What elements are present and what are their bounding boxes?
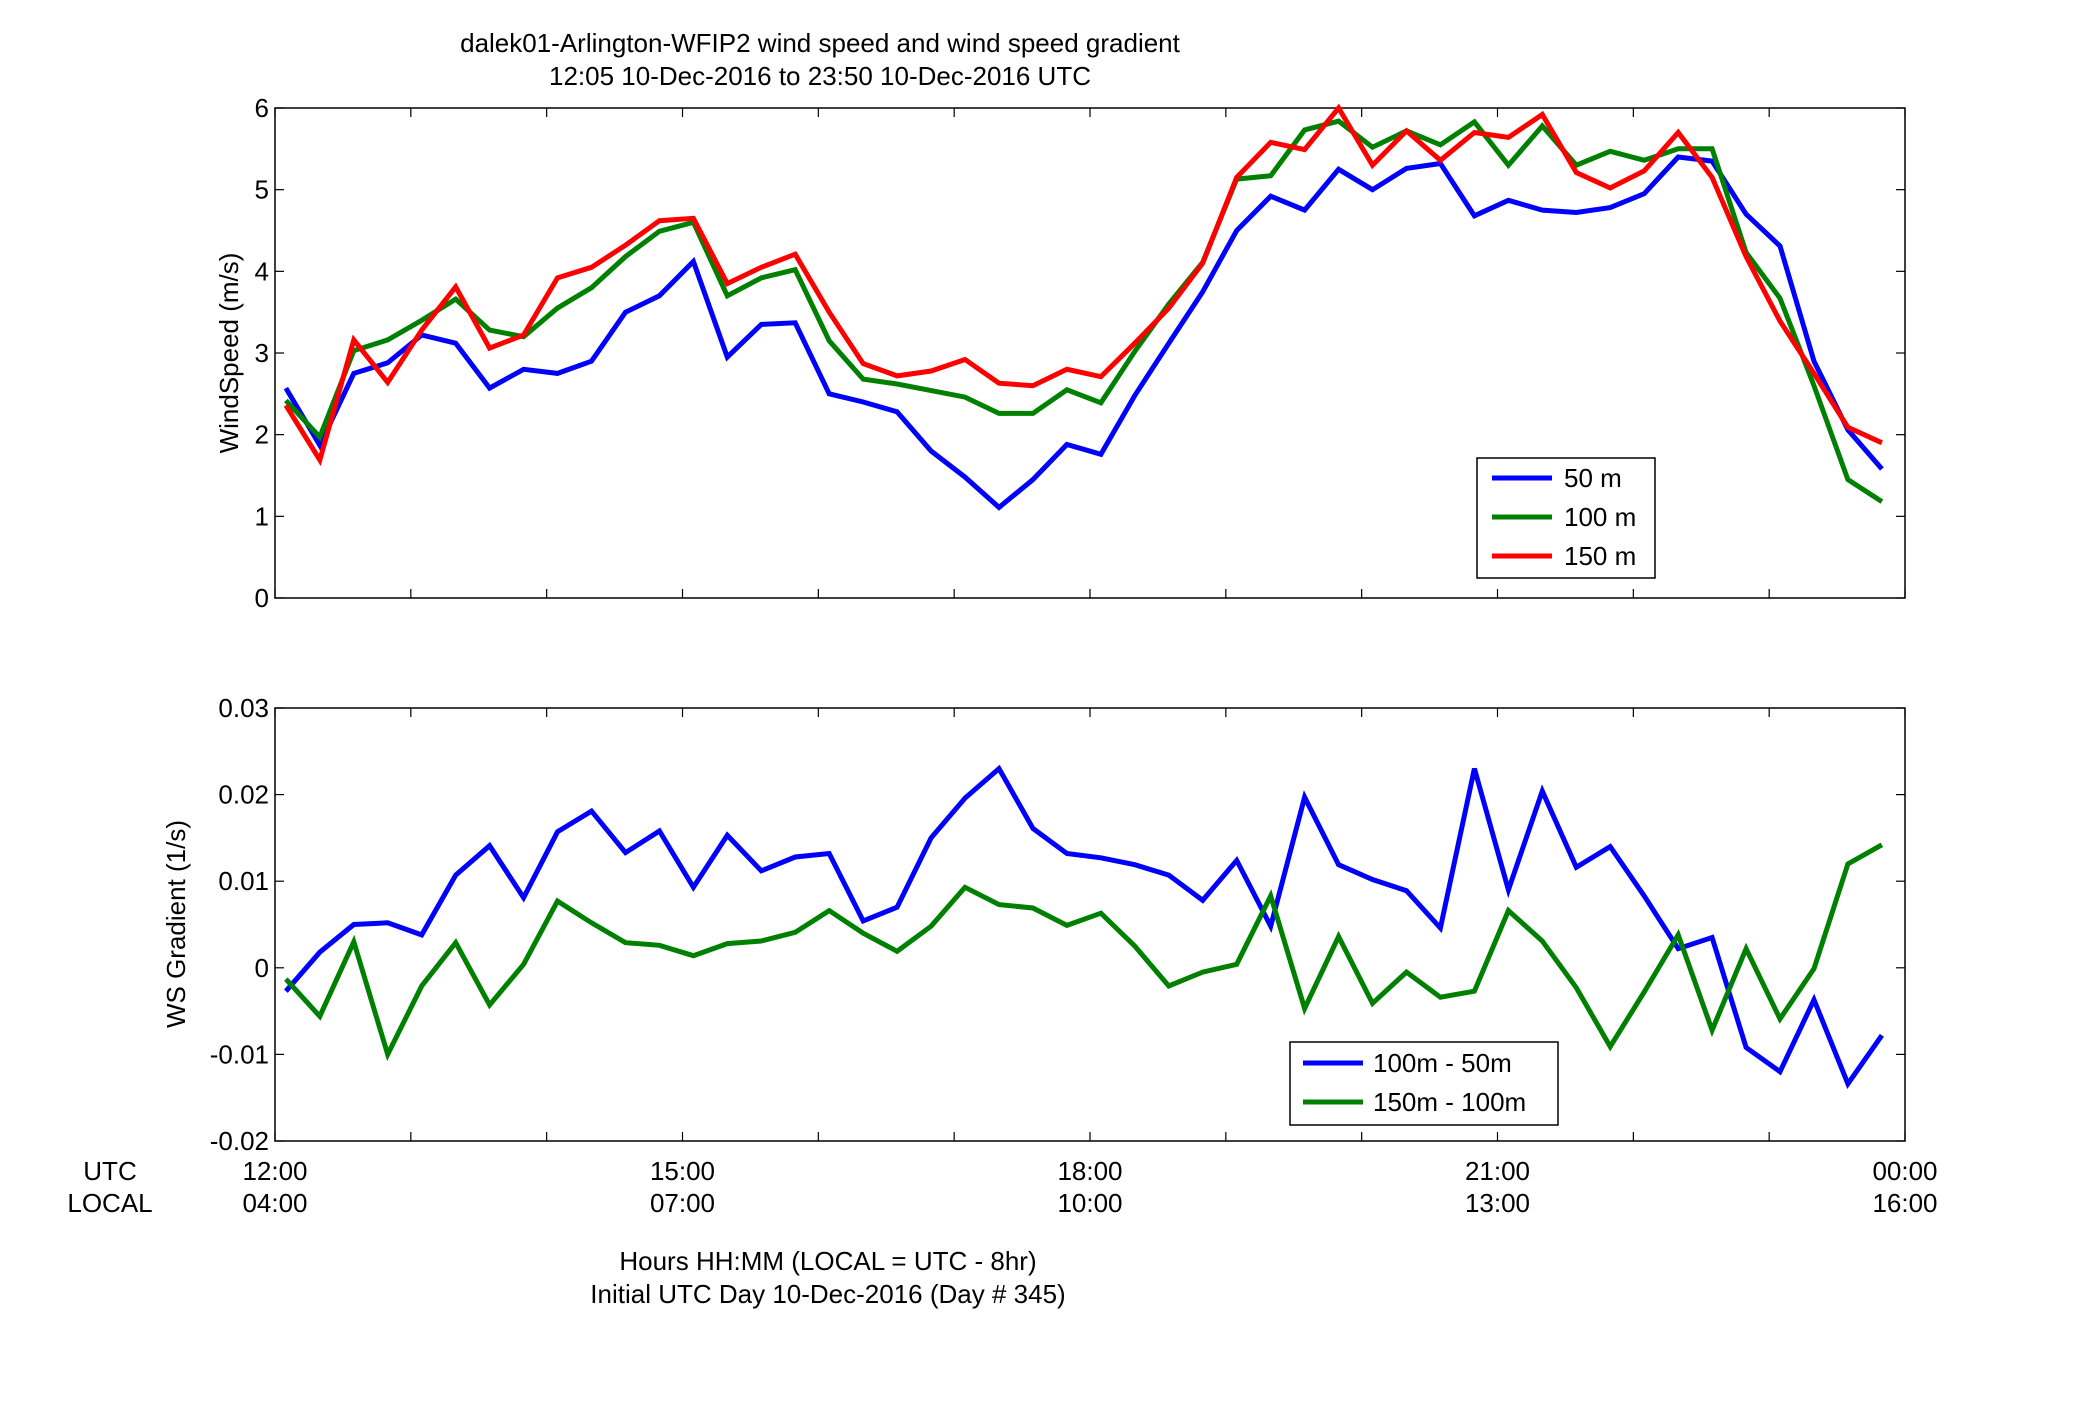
xtick-label-local: 13:00 [1465,1188,1530,1218]
x-axis-label-line2: Initial UTC Day 10-Dec-2016 (Day # 345) [590,1279,1065,1309]
gradient-panel: -0.02 -0.01 0 0.01 0.02 0.03 WS Gradient (1/s… [161,693,1906,1156]
gradient-series [284,764,1884,1090]
windspeed-ytick-label: 4 [255,256,269,286]
x-axis-label-line1: Hours HH:MM (LOCAL = UTC - 8hr) [619,1246,1036,1276]
gradient-ytick-label: 0.03 [218,693,269,723]
xtick-label-utc: 21:00 [1465,1156,1530,1186]
legend-label-150m: 150 m [1564,541,1636,571]
row-label-local: LOCAL [67,1188,152,1218]
windspeed-ylabel: WindSpeed (m/s) [214,253,244,454]
chart-title-line1: dalek01-Arlington-WFIP2 wind speed and w… [460,28,1181,58]
gradient-ytick-label: 0 [255,953,269,983]
xtick-label-utc: 15:00 [650,1156,715,1186]
windspeed-series-line-1 [284,118,1884,504]
windspeed-ytick-label: 3 [255,338,269,368]
legend-label-150m-100m: 150m - 100m [1373,1087,1526,1117]
gradient-ylabel: WS Gradient (1/s) [161,820,191,1028]
gradient-ytick-label: 0.02 [218,780,269,810]
xtick-label-local: 04:00 [242,1188,307,1218]
gradient-legend-box [1289,1041,1559,1126]
xtick-label-local: 16:00 [1872,1188,1937,1218]
windspeed-ytick-label: 5 [255,175,269,205]
chart-title-line2: 12:05 10-Dec-2016 to 23:50 10-Dec-2016 U… [549,61,1091,91]
windspeed-axes-frame [274,107,1906,599]
windspeed-ticks: 0 1 2 3 4 5 6 [255,93,1906,613]
gradient-ytick-label: -0.01 [210,1039,269,1069]
gradient-series-line-0 [284,764,1884,1090]
windspeed-series [283,103,1884,511]
gradient-legend: 100m - 50m 150m - 100m [1289,1041,1559,1126]
gradient-ytick-label: 0.01 [218,866,269,896]
windspeed-ytick-label: 6 [255,93,269,123]
legend-label-50m: 50 m [1564,463,1622,493]
windspeed-ytick-label: 1 [255,501,269,531]
row-label-utc: UTC [83,1156,136,1186]
gradient-series-line-1 [284,842,1884,1062]
windspeed-ytick-label: 0 [255,583,269,613]
windspeed-series-line-2 [283,103,1883,467]
legend-label-100m: 100 m [1564,502,1636,532]
xtick-label-utc: 18:00 [1057,1156,1122,1186]
xtick-label-utc: 00:00 [1872,1156,1937,1186]
legend-label-100m-50m: 100m - 50m [1373,1048,1512,1078]
windspeed-panel: 0 1 2 3 4 5 6 WindSpeed (m/s) 50 m 100 m 150 m [214,93,1906,613]
windspeed-legend: 50 m 100 m 150 m [1476,457,1656,579]
xtick-label-utc: 12:00 [242,1156,307,1186]
gradient-ticks: -0.02 -0.01 0 0.01 0.02 0.03 [210,693,1906,1156]
windspeed-ytick-label: 2 [255,420,269,450]
gradient-ytick-label: -0.02 [210,1126,269,1156]
xtick-label-local: 07:00 [650,1188,715,1218]
xtick-label-local: 10:00 [1057,1188,1122,1218]
windspeed-series-line-0 [283,154,1884,511]
